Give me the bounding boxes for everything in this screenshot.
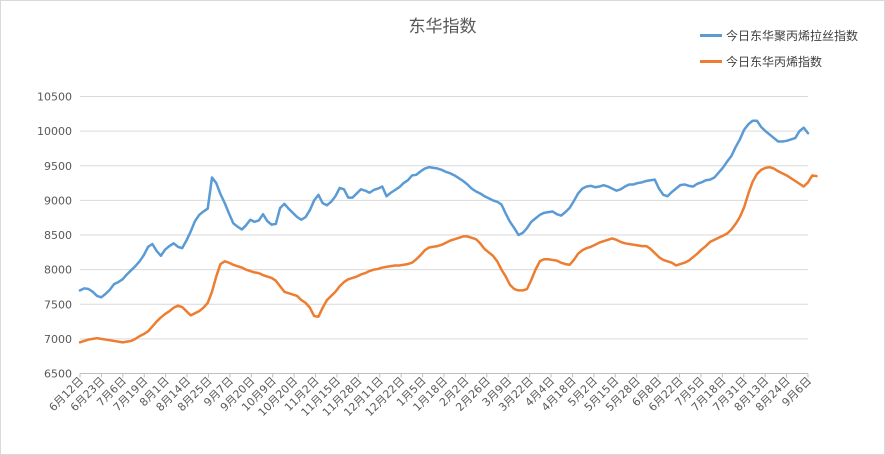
legend-item-series-1: 今日东华聚丙烯拉丝指数 [700, 22, 858, 48]
chart-legend: 今日东华聚丙烯拉丝指数 今日东华丙烯指数 [700, 22, 858, 74]
y-tick-label: 7500 [44, 298, 72, 311]
legend-item-series-2: 今日东华丙烯指数 [700, 48, 858, 74]
legend-label-series-1: 今日东华聚丙烯拉丝指数 [726, 28, 859, 43]
legend-swatch-series-1 [700, 33, 722, 37]
y-tick-label: 8000 [44, 264, 72, 277]
y-tick-label: 8500 [44, 229, 72, 242]
series-line-1 [78, 119, 810, 299]
y-tick-label: 9500 [44, 160, 72, 173]
y-tick-label: 10000 [37, 125, 72, 138]
chart-title: 东华指数 [408, 17, 477, 37]
legend-label-series-2: 今日东华丙烯指数 [726, 54, 823, 69]
legend-swatch-series-2 [700, 59, 722, 63]
y-tick-label: 7000 [44, 333, 72, 346]
y-tick-label: 6500 [44, 368, 72, 381]
y-tick-label: 10500 [37, 91, 72, 104]
series-line-2 [78, 165, 818, 344]
y-tick-label: 9000 [44, 194, 72, 207]
